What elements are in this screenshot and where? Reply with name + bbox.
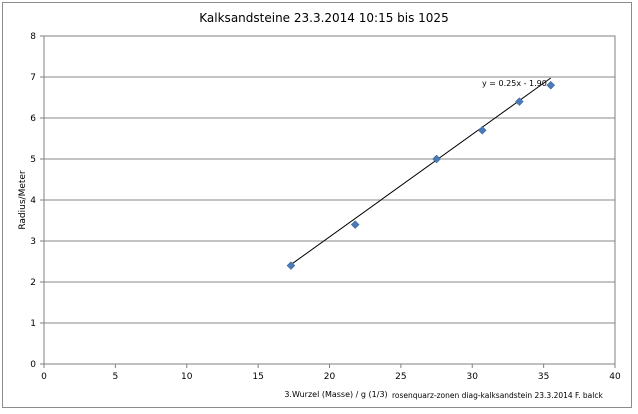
x-tick-labels: 0 5 10 15 20 25 30 35 40	[41, 364, 621, 382]
y-axis-label: Radius/Meter	[18, 170, 28, 230]
y-tick-labels: 0 1 2 3 4 5 6 7 8	[30, 32, 44, 370]
y-tick-label: 4	[30, 196, 36, 206]
data-point	[432, 154, 441, 164]
data-point	[350, 220, 360, 229]
chart-title: Kalksandsteine 23.3.2014 10:15 bis 1025	[199, 11, 448, 25]
y-tick-label: 6	[30, 114, 36, 124]
data-point	[477, 125, 487, 135]
x-tick-label: 35	[538, 372, 549, 382]
data-point	[286, 261, 296, 270]
y-tick-label: 1	[30, 319, 36, 329]
x-tick-label: 15	[252, 372, 263, 382]
y-tick-label: 5	[30, 155, 36, 165]
x-tick-label: 20	[324, 372, 336, 382]
y-tick-label: 0	[30, 360, 36, 370]
x-tick-label: 0	[41, 372, 47, 382]
trendline-equation: y = 0.25x - 1.90	[482, 79, 547, 88]
chart-frame	[2, 2, 632, 408]
source-annotation: rosenquarz-zonen diag-kalksandstein 23.3…	[392, 391, 603, 400]
y-tick-label: 8	[30, 32, 36, 42]
y-tick-label: 2	[30, 278, 36, 288]
data-points	[286, 80, 556, 270]
data-point	[515, 97, 524, 106]
gridlines	[44, 76, 615, 324]
data-point	[546, 80, 556, 90]
y-tick-label: 7	[30, 73, 36, 83]
trendline	[290, 77, 552, 265]
x-tick-label: 25	[395, 372, 406, 382]
y-tick-label: 3	[30, 237, 36, 247]
x-tick-label: 5	[113, 372, 119, 382]
x-tick-label: 40	[609, 372, 621, 382]
x-tick-label: 10	[181, 372, 193, 382]
x-tick-label: 30	[467, 372, 479, 382]
x-axis-label: 3.Wurzel (Masse) / g (1/3)	[284, 390, 387, 399]
